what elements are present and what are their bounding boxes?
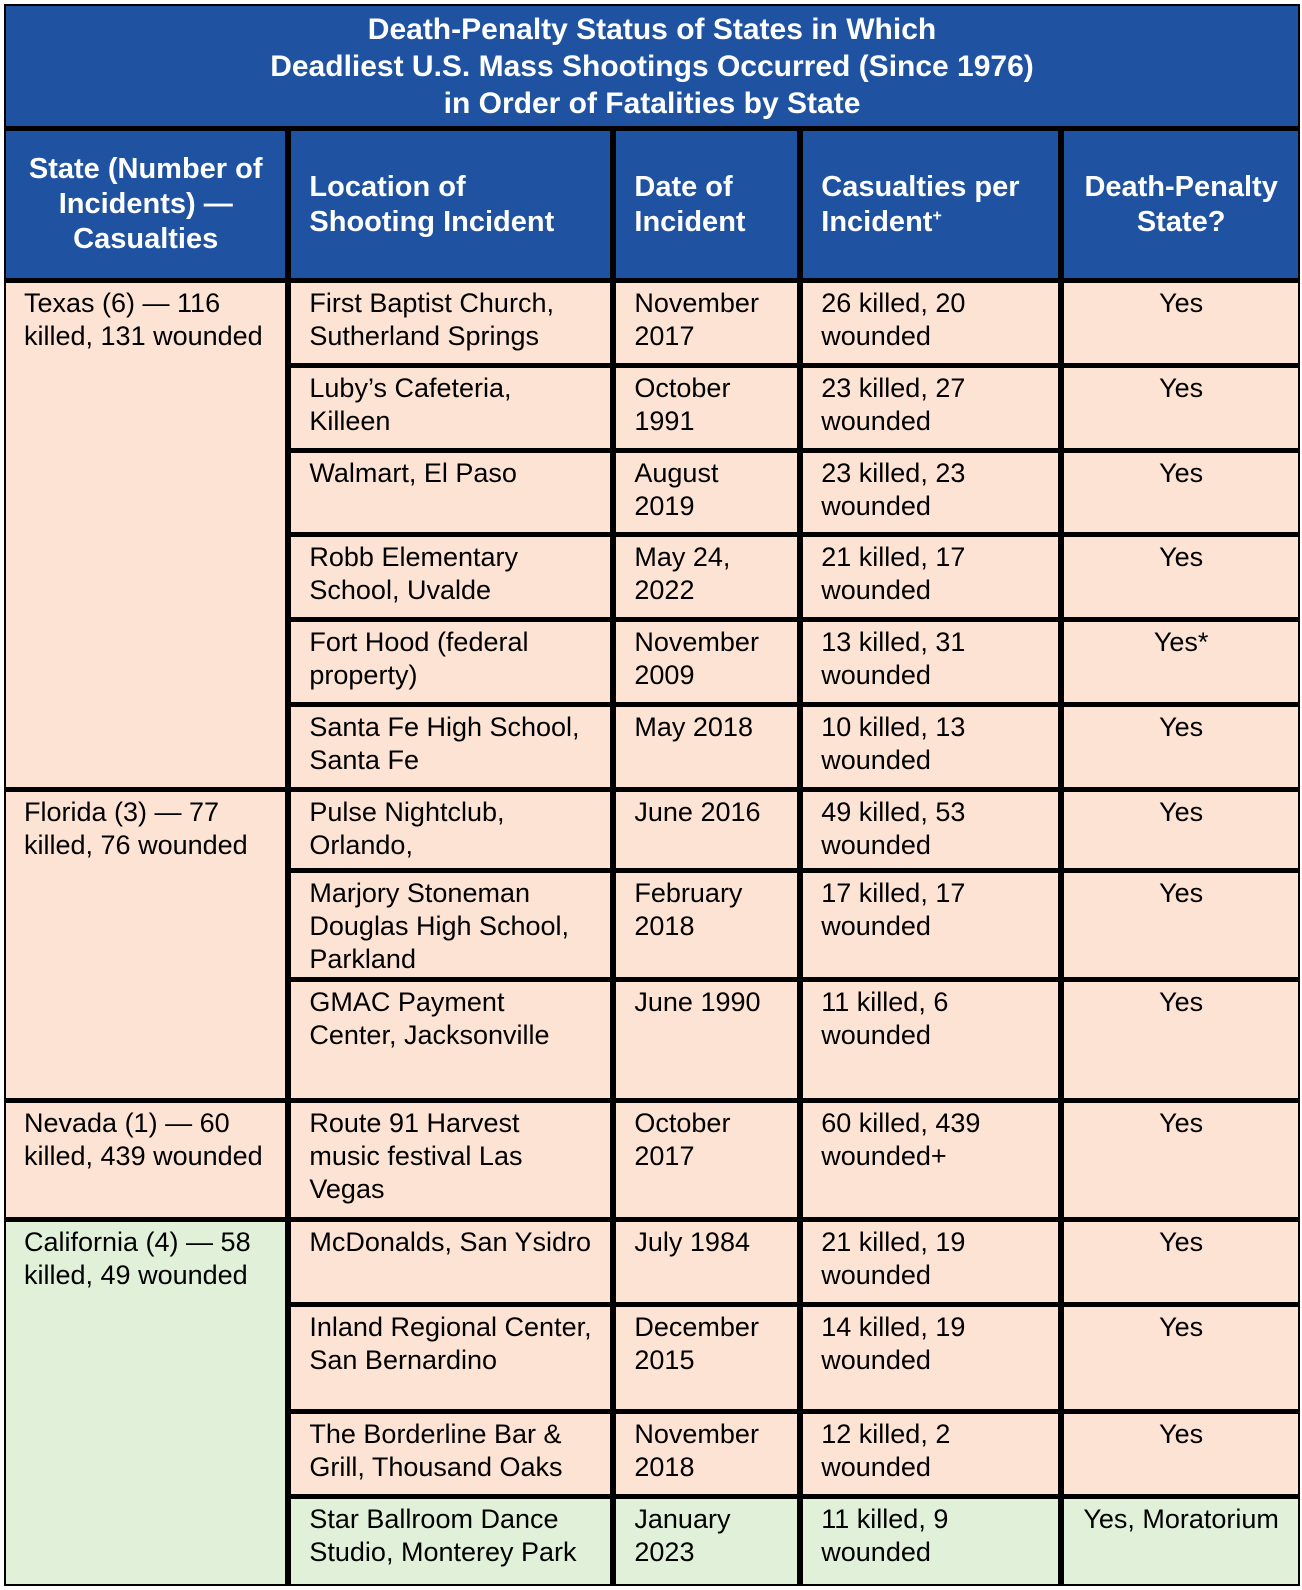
table-row: Robb Elementary School, Uvalde May 24, 20…	[6, 537, 1298, 623]
death-penalty-cell: Yes	[1064, 1307, 1298, 1415]
table-row: Texas (6) — 116 killed, 131 wounded First…	[6, 282, 1298, 792]
date-cell: November 2009	[616, 622, 804, 708]
table-row: Marjory Stoneman Douglas High School, Pa…	[6, 872, 1298, 982]
header-location: Location of Shooting Incident	[291, 131, 617, 283]
state-cell: California (4) — 58 killed, 49 wounded	[6, 1222, 292, 1584]
location-cell: Inland Regional Center, San Bernardino	[291, 1307, 617, 1415]
date-cell: July 1984	[616, 1222, 804, 1308]
header-state: State (Number of Incidents) — Casualties	[6, 131, 292, 283]
death-penalty-cell: Yes	[1064, 282, 1298, 368]
table-row: Florida (3) — 77 killed, 76 wounded Pulse…	[6, 791, 1298, 1104]
state-cell: Nevada (1) — 60 killed, 439 wounded	[6, 1103, 292, 1223]
table-row: California (4) — 58 killed, 49 wounded Mc…	[6, 1222, 1298, 1584]
date-cell: November 2018	[616, 1414, 804, 1500]
table-row: Nevada (1) — 60 killed, 439 wounded Route…	[6, 1103, 1298, 1223]
date-cell: October 1991	[616, 367, 804, 453]
death-penalty-cell: Yes	[1064, 1222, 1298, 1308]
table-row: GMAC Payment Center, Jacksonville June 19…	[6, 981, 1298, 1104]
date-cell: August 2019	[616, 452, 804, 538]
death-penalty-cell: Yes	[1064, 791, 1298, 873]
casualties-cell: 10 killed, 13 wounded	[803, 707, 1065, 792]
location-cell: McDonalds, San Ysidro	[291, 1222, 617, 1308]
location-cell: Luby’s Cafeteria, Killeen	[291, 367, 617, 453]
death-penalty-cell: Yes	[1064, 1414, 1298, 1500]
casualties-cell: 21 killed, 17 wounded	[803, 537, 1065, 623]
date-cell: October 2017	[616, 1103, 804, 1223]
location-cell: Walmart, El Paso	[291, 452, 617, 538]
state-cell: Texas (6) — 116 killed, 131 wounded	[6, 282, 292, 792]
death-penalty-cell: Yes	[1064, 367, 1298, 453]
table-row: Star Ballroom Dance Studio, Monterey Par…	[6, 1499, 1298, 1584]
casualties-cell: 14 killed, 19 wounded	[803, 1307, 1065, 1415]
casualties-cell: 17 killed, 17 wounded	[803, 872, 1065, 982]
header-date: Date of Incident	[616, 131, 804, 283]
table-row: Walmart, El Paso August 2019 23 killed, 23…	[6, 452, 1298, 538]
date-cell: June 2016	[616, 791, 804, 873]
date-cell: December 2015	[616, 1307, 804, 1415]
casualties-cell: 11 killed, 9 wounded	[803, 1499, 1065, 1584]
location-cell: The Borderline Bar & Grill, Thousand Oak…	[291, 1414, 617, 1500]
death-penalty-cell: Yes	[1064, 537, 1298, 623]
header-row: State (Number of Incidents) — Casualties…	[6, 131, 1298, 283]
casualties-cell: 21 killed, 19 wounded	[803, 1222, 1065, 1308]
table-title: Death-Penalty Status of States in Which …	[6, 6, 1298, 132]
date-cell: January 2023	[616, 1499, 804, 1584]
title-line-1: Death-Penalty Status of States in Which	[367, 12, 937, 46]
death-penalty-cell: Yes	[1064, 981, 1298, 1104]
casualties-cell: 11 killed, 6 wounded	[803, 981, 1065, 1104]
casualties-cell: 12 killed, 2 wounded	[803, 1414, 1065, 1500]
casualties-cell: 13 killed, 31 wounded	[803, 622, 1065, 708]
death-penalty-cell: Yes	[1064, 707, 1298, 792]
table-row: The Borderline Bar & Grill, Thousand Oak…	[6, 1414, 1298, 1500]
table-row: Inland Regional Center, San Bernardino De…	[6, 1307, 1298, 1415]
location-cell: Star Ballroom Dance Studio, Monterey Par…	[291, 1499, 617, 1584]
header-death-penalty: Death-Penalty State?	[1064, 131, 1298, 283]
title-line-3: in Order of Fatalities by State	[443, 86, 861, 120]
location-cell: Fort Hood (federal property)	[291, 622, 617, 708]
death-penalty-cell: Yes	[1064, 452, 1298, 538]
casualties-cell: 23 killed, 23 wounded	[803, 452, 1065, 538]
date-cell: November 2017	[616, 282, 804, 368]
location-cell: Robb Elementary School, Uvalde	[291, 537, 617, 623]
death-penalty-table: Death-Penalty Status of States in Which …	[4, 4, 1300, 1586]
date-cell: May 2018	[616, 707, 804, 792]
table-row: Santa Fe High School, Santa Fe May 2018 10…	[6, 707, 1298, 792]
header-casualties-sup: +	[932, 206, 942, 224]
date-cell: May 24, 2022	[616, 537, 804, 623]
header-casualties: Casualties per Incident+	[803, 131, 1065, 283]
date-cell: June 1990	[616, 981, 804, 1104]
table-row: Luby’s Cafeteria, Killeen October 1991 23 …	[6, 367, 1298, 453]
date-cell: February 2018	[616, 872, 804, 982]
location-cell: GMAC Payment Center, Jacksonville	[291, 981, 617, 1104]
location-cell: Pulse Nightclub, Orlando,	[291, 791, 617, 873]
death-penalty-cell: Yes, Moratorium	[1064, 1499, 1298, 1584]
title-line-2: Deadliest U.S. Mass Shootings Occurred (…	[270, 49, 1034, 83]
casualties-cell: 26 killed, 20 wounded	[803, 282, 1065, 368]
death-penalty-cell: Yes	[1064, 872, 1298, 982]
location-cell: Route 91 Harvest music festival Las Vega…	[291, 1103, 617, 1223]
death-penalty-cell: Yes	[1064, 1103, 1298, 1223]
location-cell: Marjory Stoneman Douglas High School, Pa…	[291, 872, 617, 982]
death-penalty-cell: Yes*	[1064, 622, 1298, 708]
header-casualties-label: Casualties per Incident	[821, 170, 1020, 238]
casualties-cell: 60 killed, 439 wounded+	[803, 1103, 1065, 1223]
location-cell: Santa Fe High School, Santa Fe	[291, 707, 617, 792]
casualties-cell: 23 killed, 27 wounded	[803, 367, 1065, 453]
state-cell: Florida (3) — 77 killed, 76 wounded	[6, 791, 292, 1104]
table-row: Fort Hood (federal property) November 200…	[6, 622, 1298, 708]
casualties-cell: 49 killed, 53 wounded	[803, 791, 1065, 873]
location-cell: First Baptist Church, Sutherland Springs	[291, 282, 617, 368]
